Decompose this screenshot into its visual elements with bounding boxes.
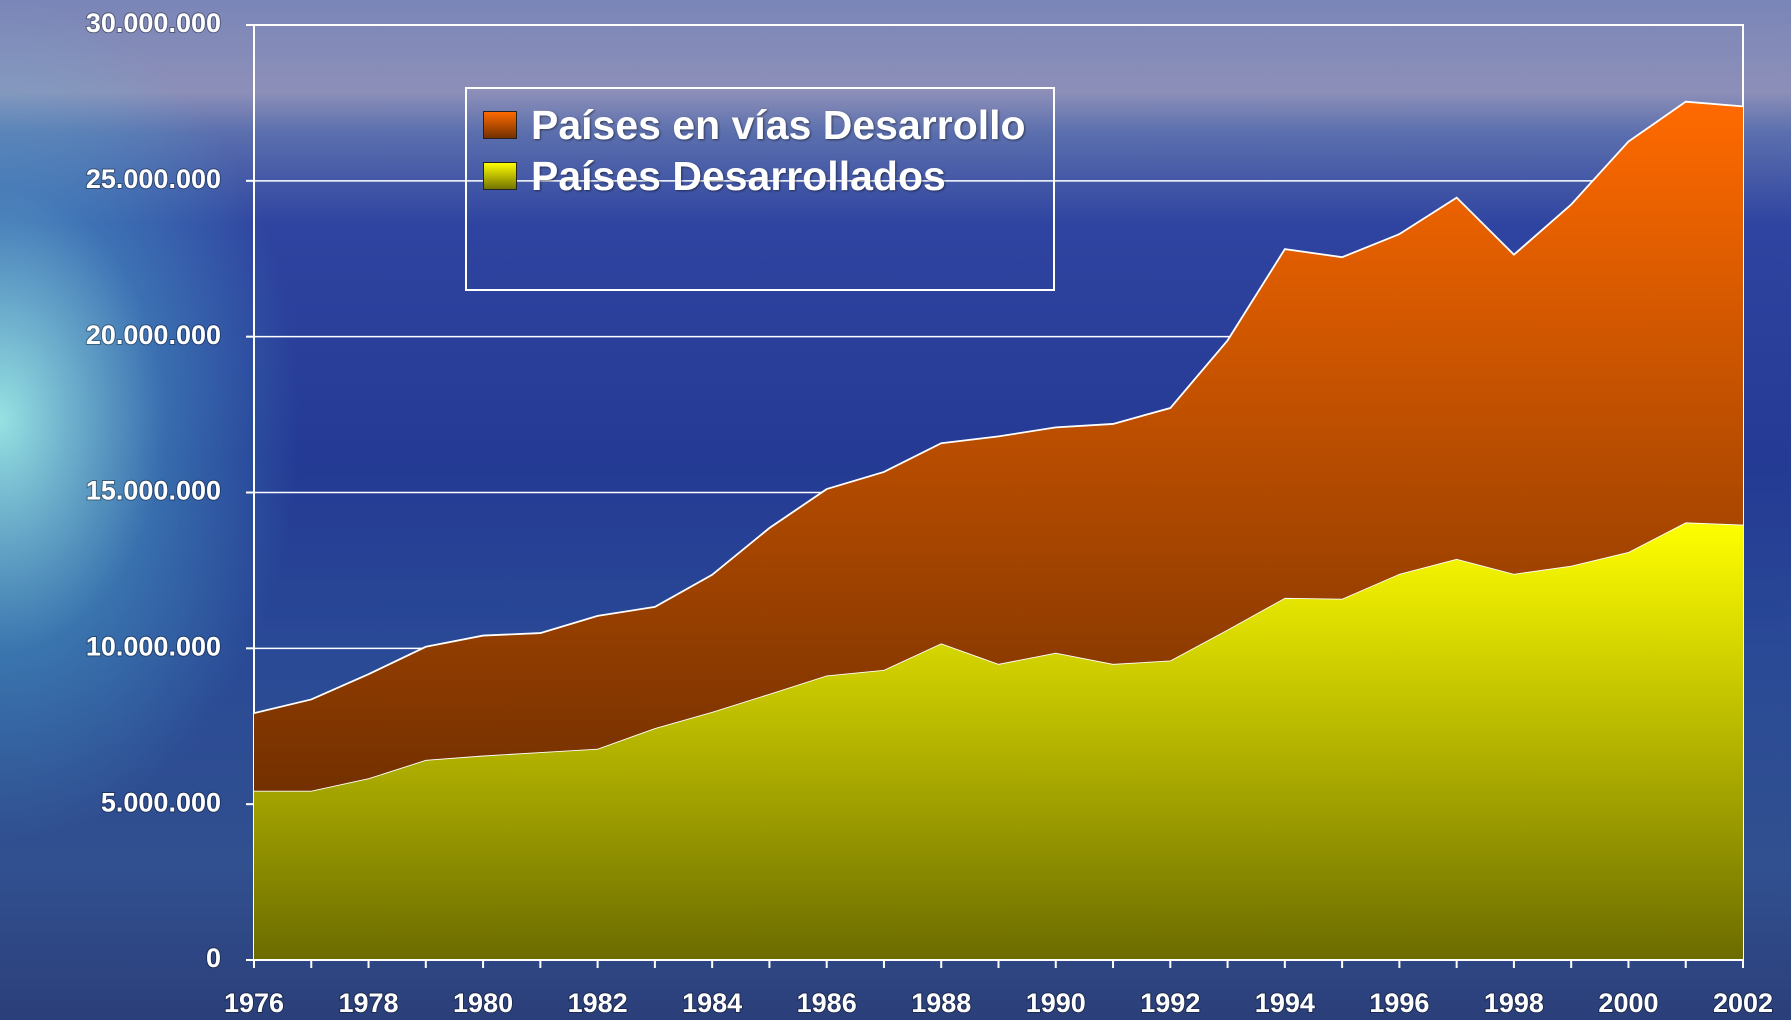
x-tick-label: 1986 — [797, 988, 857, 1018]
y-tick-label: 5.000.000 — [101, 787, 221, 817]
x-tick-label: 1978 — [338, 988, 398, 1018]
area — [254, 101, 1743, 791]
area — [254, 522, 1743, 960]
y-tick-label: 15.000.000 — [86, 476, 221, 506]
x-tick-label: 1994 — [1255, 988, 1315, 1018]
x-tick-label: 1996 — [1369, 988, 1429, 1018]
legend: Países en vías Desarrollo Países Desarrol… — [465, 87, 1055, 291]
area-edge — [254, 521, 1744, 792]
legend-swatch — [483, 111, 517, 139]
x-tick-label: 1988 — [911, 988, 971, 1018]
legend-entry: Países en vías Desarrollo — [483, 103, 1053, 148]
x-tick-label: 1990 — [1026, 988, 1086, 1018]
y-tick-label: 10.000.000 — [86, 631, 221, 661]
x-tick-label: 1984 — [682, 988, 742, 1018]
legend-label: Países en vías Desarrollo — [531, 102, 1026, 148]
area-edge — [253, 100, 1744, 715]
legend-entry: Países Desarrollados — [483, 154, 1053, 199]
y-tick-label: 25.000.000 — [86, 164, 221, 194]
y-tick-label: 0 — [206, 943, 221, 973]
legend-swatch — [483, 162, 517, 190]
y-tick-label: 30.000.000 — [86, 8, 221, 38]
y-tick-label: 20.000.000 — [86, 320, 221, 350]
x-tick-label: 1998 — [1484, 988, 1544, 1018]
legend-label: Países Desarrollados — [531, 153, 946, 199]
x-tick-label: 2000 — [1598, 988, 1658, 1018]
x-tick-label: 1976 — [224, 988, 284, 1018]
x-tick-label: 1980 — [453, 988, 513, 1018]
x-tick-label: 2002 — [1713, 988, 1773, 1018]
x-tick-label: 1992 — [1140, 988, 1200, 1018]
x-tick-label: 1982 — [568, 988, 628, 1018]
